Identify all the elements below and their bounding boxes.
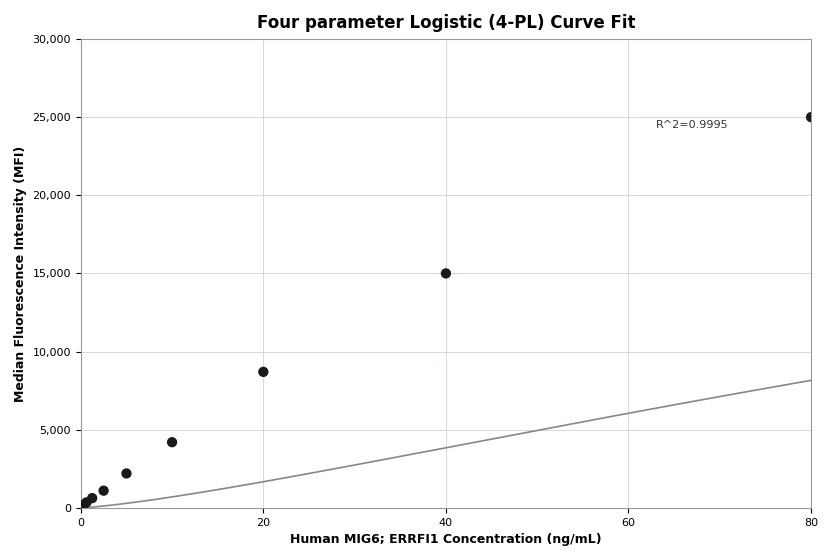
Point [439,269,453,278]
Point [86,494,99,503]
Point [166,438,179,447]
Point [77,500,91,509]
Point [80,498,93,507]
Point [97,486,111,495]
X-axis label: Human MIG6; ERRFI1 Concentration (ng/mL): Human MIG6; ERRFI1 Concentration (ng/mL) [290,533,602,546]
Text: R^2=0.9995: R^2=0.9995 [656,120,729,130]
Y-axis label: Median Fluorescence Intensity (MFI): Median Fluorescence Intensity (MFI) [14,145,27,402]
Point [120,469,133,478]
Title: Four parameter Logistic (4-PL) Curve Fit: Four parameter Logistic (4-PL) Curve Fit [256,14,635,32]
Point [257,367,270,376]
Point [805,113,818,122]
Point [76,501,89,510]
